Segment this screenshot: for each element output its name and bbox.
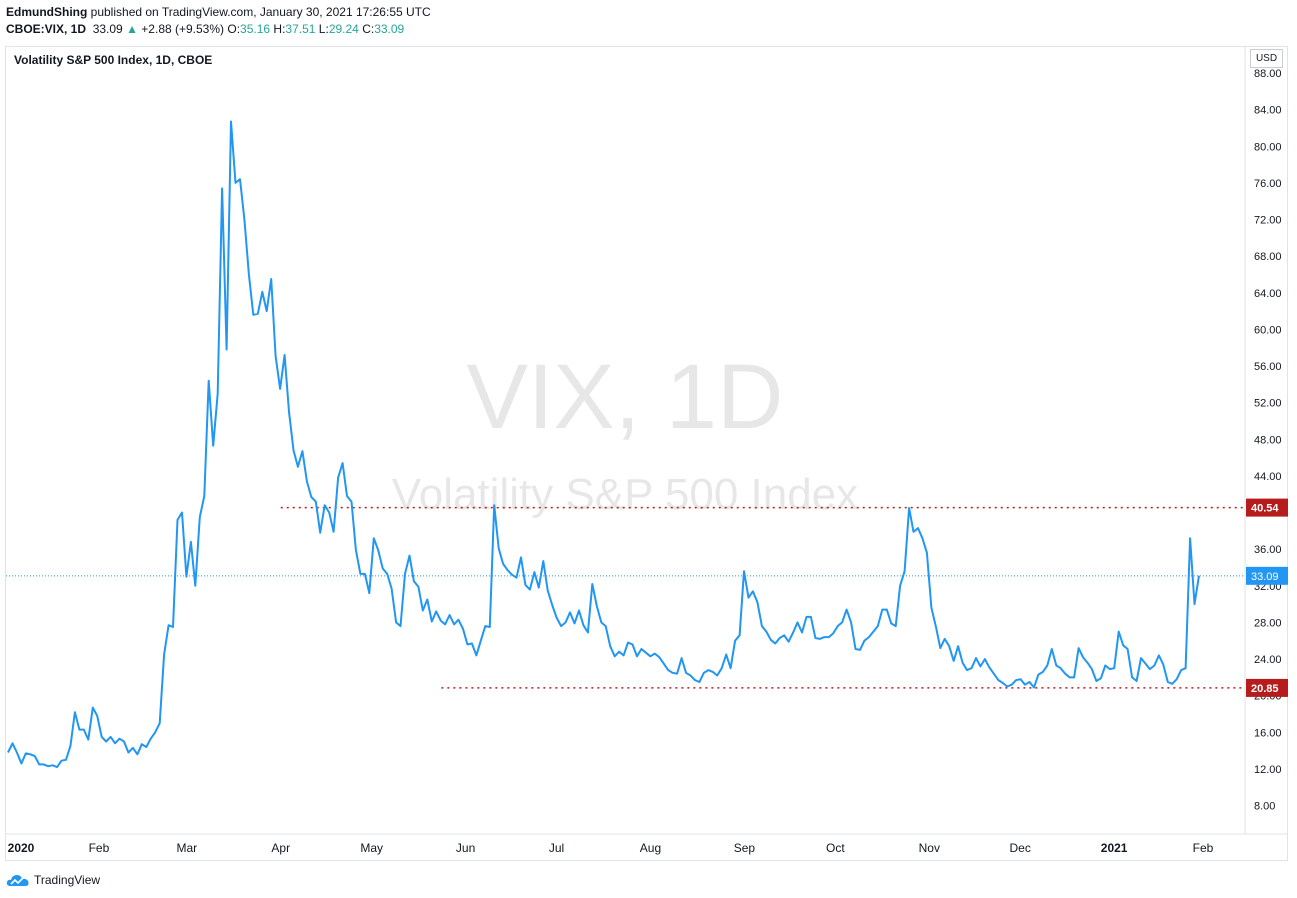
x-tick-label: Aug [640, 841, 661, 855]
high-value: 37.51 [285, 22, 316, 36]
y-tick-label: 80.00 [1254, 141, 1282, 153]
tradingview-brand: TradingView [34, 873, 101, 887]
x-tick-label: Apr [271, 841, 290, 855]
y-tick-label: 8.00 [1254, 801, 1275, 813]
x-tick-label: 2020 [8, 841, 35, 855]
y-axis: 8.0012.0016.0020.0024.0028.0032.0036.004… [1254, 68, 1282, 813]
tradingview-cloud-icon [6, 875, 29, 886]
currency-label[interactable]: USD [1250, 49, 1283, 68]
x-tick-label: Mar [176, 841, 197, 855]
y-tick-label: 76.00 [1254, 178, 1282, 190]
y-tick-label: 84.00 [1254, 105, 1282, 117]
change-arrow: ▲ [126, 22, 138, 36]
y-tick-label: 52.00 [1254, 398, 1282, 410]
x-tick-label: Nov [919, 841, 940, 855]
open-value: 35.16 [240, 22, 271, 36]
y-tick-label: 36.00 [1254, 544, 1282, 556]
y-tick-label: 72.00 [1254, 215, 1282, 227]
y-tick-label: 56.00 [1254, 361, 1282, 373]
watermark-big: VIX, 1D [466, 346, 783, 448]
y-tick-label: 88.00 [1254, 68, 1282, 80]
x-tick-label: 2021 [1101, 841, 1128, 855]
close-label: C: [362, 22, 375, 36]
x-tick-label: Feb [89, 841, 110, 855]
high-label: H: [273, 22, 286, 36]
ohlc-line: CBOE:VIX, 1D 33.09 ▲ +2.88 (+9.53%) O:35… [6, 22, 404, 36]
x-tick-label: Oct [826, 841, 845, 855]
publish-info: EdmundShing published on TradingView.com… [6, 5, 431, 19]
level-badge [1246, 498, 1288, 517]
last-price: 33.09 [92, 22, 123, 36]
y-tick-label: 60.00 [1254, 324, 1282, 336]
low-value: 29.24 [328, 22, 359, 36]
level-badge-label: 40.54 [1251, 503, 1279, 515]
open-label: O: [227, 22, 241, 36]
chart-frame[interactable] [5, 46, 1288, 861]
watermark-small: Volatility S&P 500 Index [392, 470, 858, 519]
y-tick-label: 12.00 [1254, 764, 1282, 776]
low-label: L: [318, 22, 329, 36]
x-axis: 2020 Feb Mar Apr May Jun Jul Aug Sep Oct Nov Dec 202… [8, 841, 1214, 855]
y-tick-label: 16.00 [1254, 727, 1282, 739]
symbol-label: CBOE:VIX, 1D [6, 22, 87, 36]
x-tick-label: Jul [549, 841, 564, 855]
x-tick-label: Dec [1010, 841, 1031, 855]
x-tick-label: Sep [734, 841, 756, 855]
y-tick-label: 24.00 [1254, 654, 1282, 666]
vix-series-line [7, 120, 1200, 769]
y-tick-label: 44.00 [1254, 471, 1282, 483]
tradingview-logo[interactable]: TradingView [6, 870, 100, 890]
last-price-badge-label: 33.09 [1251, 571, 1279, 583]
author-name[interactable]: EdmundShing [6, 5, 88, 19]
y-tick-label: 68.00 [1254, 251, 1282, 263]
x-tick-label: Feb [1193, 841, 1214, 855]
price-badges: 40.54 20.85 33.09 [1246, 498, 1288, 697]
change-value: +2.88 (+9.53%) [141, 22, 225, 36]
x-tick-label: Jun [456, 841, 475, 855]
x-tick-label: May [360, 841, 383, 855]
close-value: 33.09 [374, 22, 405, 36]
level-lines [6, 506, 1245, 689]
series-legend[interactable]: Volatility S&P 500 Index, 1D, CBOE [14, 53, 213, 67]
publish-text: published on TradingView.com, January 30… [87, 5, 431, 19]
level-badge-label: 20.85 [1251, 683, 1279, 695]
last-price-badge [1246, 566, 1288, 585]
y-tick-label: 28.00 [1254, 617, 1282, 629]
y-tick-label: 48.00 [1254, 434, 1282, 446]
y-tick-label: 64.00 [1254, 288, 1282, 300]
level-badge [1246, 678, 1288, 697]
